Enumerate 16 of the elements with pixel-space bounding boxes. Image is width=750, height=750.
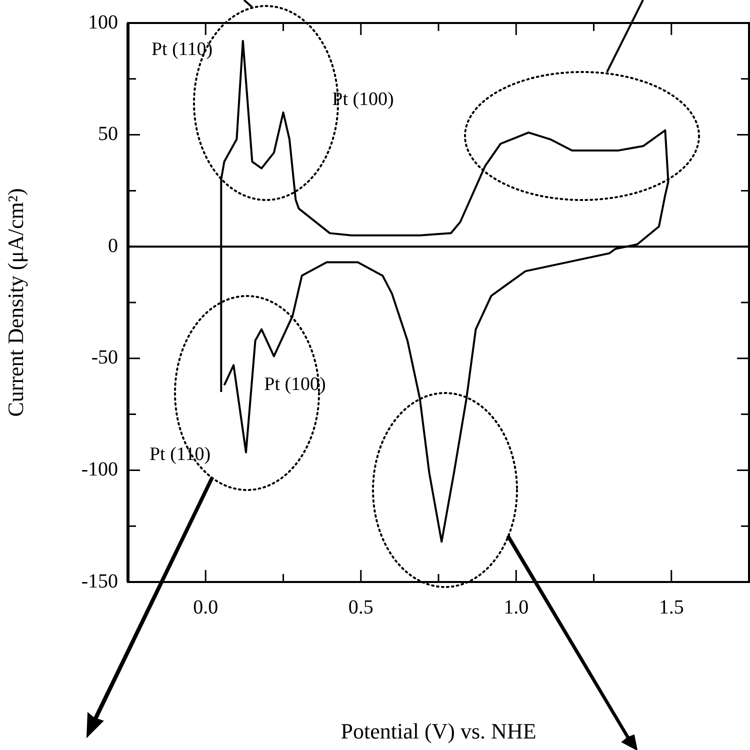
annotation: Pt (110)	[151, 38, 213, 60]
y-tick-label: -150	[81, 570, 118, 592]
x-tick-label: 0.0	[193, 596, 218, 618]
y-tick-label: -50	[91, 346, 118, 369]
annotation: Pt (100)	[264, 374, 326, 395]
y-tick-label: 0	[108, 234, 118, 257]
x-tick-label: 1.5	[658, 596, 684, 618]
y-tick-label: -100	[81, 458, 118, 480]
x-tick-label: 0.5	[348, 596, 374, 618]
y-tick-label: 50	[98, 123, 118, 146]
y-tick-label: 100	[88, 11, 118, 34]
x-tick-label: 1.0	[504, 596, 529, 618]
y-axis-title: Current Density (μA/cm²)	[2, 188, 28, 417]
annotation: Pt (100)	[332, 88, 394, 110]
annotation: Pt (110)	[149, 444, 211, 465]
x-axis-title: Potential (V) vs. NHE	[340, 718, 536, 744]
